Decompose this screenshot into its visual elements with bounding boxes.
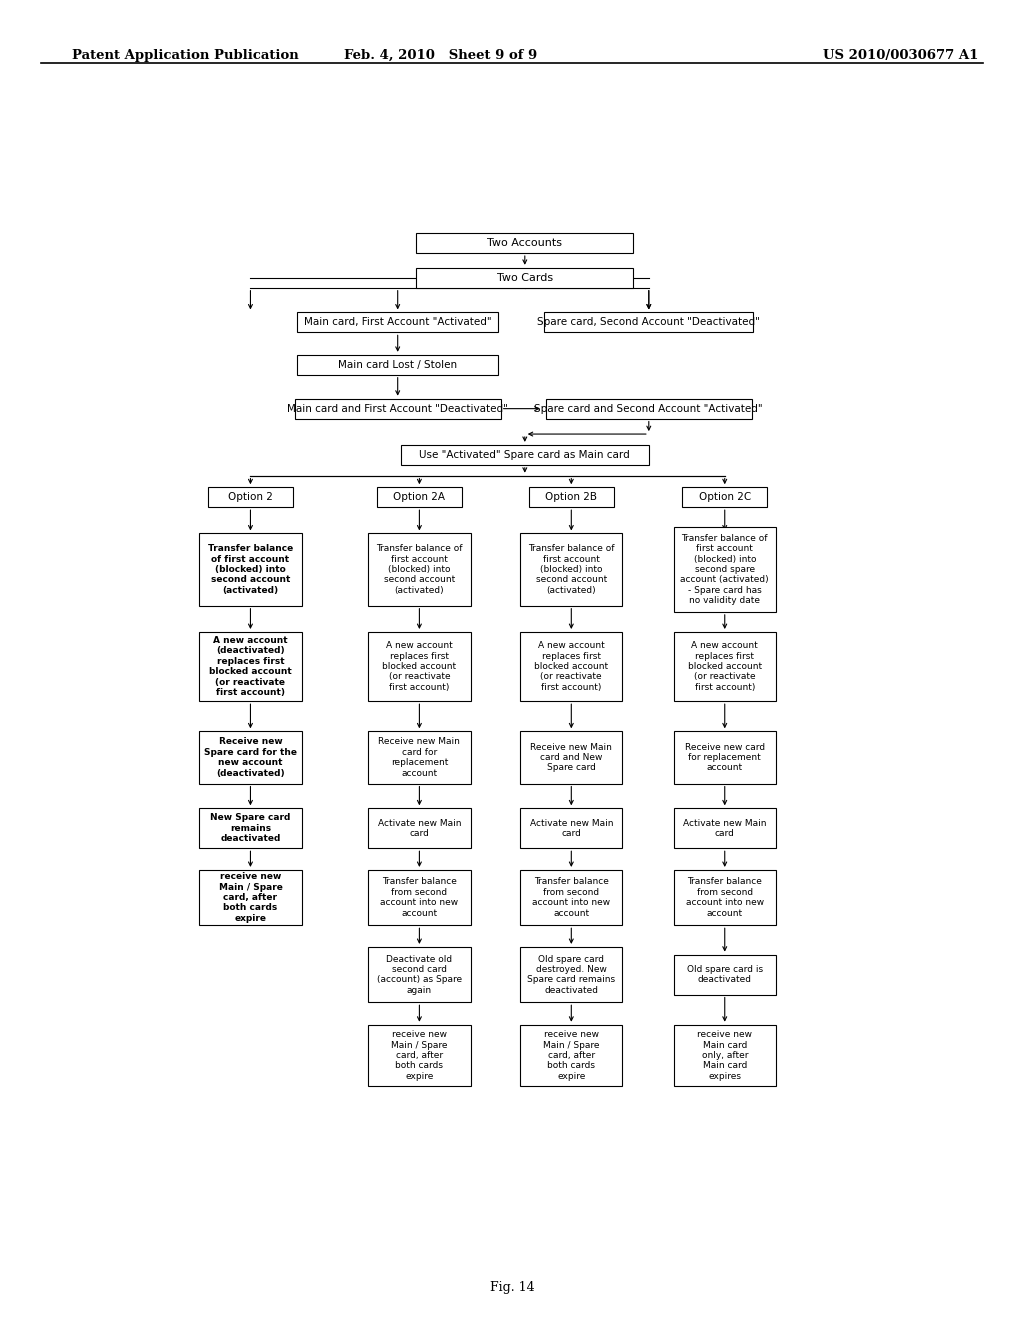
FancyBboxPatch shape bbox=[200, 533, 302, 606]
Text: receive new
Main / Spare
card, after
both cards
expire: receive new Main / Spare card, after bot… bbox=[218, 873, 283, 923]
FancyBboxPatch shape bbox=[369, 632, 471, 701]
FancyBboxPatch shape bbox=[674, 808, 776, 849]
FancyBboxPatch shape bbox=[674, 632, 776, 701]
FancyBboxPatch shape bbox=[520, 731, 623, 784]
Text: Activate new Main
card: Activate new Main card bbox=[378, 818, 461, 838]
FancyBboxPatch shape bbox=[520, 533, 623, 606]
Text: Receive new
Spare card for the
new account
(deactivated): Receive new Spare card for the new accou… bbox=[204, 738, 297, 777]
FancyBboxPatch shape bbox=[520, 808, 623, 849]
FancyBboxPatch shape bbox=[200, 870, 302, 925]
Text: A new account
(deactivated)
replaces first
blocked account
(or reactivate
first : A new account (deactivated) replaces fir… bbox=[209, 636, 292, 697]
Text: A new account
replaces first
blocked account
(or reactivate
first account): A new account replaces first blocked acc… bbox=[688, 642, 762, 692]
FancyBboxPatch shape bbox=[674, 731, 776, 784]
FancyBboxPatch shape bbox=[369, 946, 471, 1002]
Text: Transfer balance of
first account
(blocked) into
second spare
account (activated: Transfer balance of first account (block… bbox=[680, 533, 769, 606]
FancyBboxPatch shape bbox=[520, 632, 623, 701]
Text: US 2010/0030677 A1: US 2010/0030677 A1 bbox=[823, 49, 979, 62]
FancyBboxPatch shape bbox=[200, 731, 302, 784]
Text: Activate new Main
card: Activate new Main card bbox=[683, 818, 767, 838]
Text: Transfer balance of
first account
(blocked) into
second account
(activated): Transfer balance of first account (block… bbox=[376, 544, 463, 595]
FancyBboxPatch shape bbox=[674, 954, 776, 995]
Text: Receive new card
for replacement
account: Receive new card for replacement account bbox=[685, 743, 765, 772]
Text: receive new
Main / Spare
card, after
both cards
expire: receive new Main / Spare card, after bot… bbox=[543, 1030, 599, 1081]
FancyBboxPatch shape bbox=[674, 1024, 776, 1086]
Text: receive new
Main / Spare
card, after
both cards
expire: receive new Main / Spare card, after bot… bbox=[391, 1030, 447, 1081]
FancyBboxPatch shape bbox=[400, 445, 649, 465]
FancyBboxPatch shape bbox=[297, 313, 499, 333]
Text: Fig. 14: Fig. 14 bbox=[489, 1280, 535, 1294]
FancyBboxPatch shape bbox=[369, 731, 471, 784]
Text: Option 2C: Option 2C bbox=[698, 492, 751, 502]
Text: Transfer balance
from second
account into new
account: Transfer balance from second account int… bbox=[686, 878, 764, 917]
Text: Main card and First Account "Deactivated": Main card and First Account "Deactivated… bbox=[288, 404, 508, 413]
FancyBboxPatch shape bbox=[369, 808, 471, 849]
Text: New Spare card
remains
deactivated: New Spare card remains deactivated bbox=[210, 813, 291, 843]
Text: Old spare card is
deactivated: Old spare card is deactivated bbox=[687, 965, 763, 985]
Text: Use "Activated" Spare card as Main card: Use "Activated" Spare card as Main card bbox=[420, 450, 630, 459]
FancyBboxPatch shape bbox=[520, 870, 623, 925]
Text: receive new
Main card
only, after
Main card
expires: receive new Main card only, after Main c… bbox=[697, 1030, 753, 1081]
FancyBboxPatch shape bbox=[417, 268, 633, 288]
Text: Two Cards: Two Cards bbox=[497, 273, 553, 282]
Text: Patent Application Publication: Patent Application Publication bbox=[72, 49, 298, 62]
FancyBboxPatch shape bbox=[674, 870, 776, 925]
Text: Deactivate old
second card
(account) as Spare
again: Deactivate old second card (account) as … bbox=[377, 954, 462, 995]
Text: Spare card and Second Account "Activated": Spare card and Second Account "Activated… bbox=[535, 404, 763, 413]
Text: Transfer balance of
first account
(blocked) into
second account
(activated): Transfer balance of first account (block… bbox=[528, 544, 614, 595]
Text: Main card, First Account "Activated": Main card, First Account "Activated" bbox=[304, 317, 492, 327]
FancyBboxPatch shape bbox=[369, 533, 471, 606]
FancyBboxPatch shape bbox=[369, 1024, 471, 1086]
FancyBboxPatch shape bbox=[520, 946, 623, 1002]
Text: Feb. 4, 2010   Sheet 9 of 9: Feb. 4, 2010 Sheet 9 of 9 bbox=[344, 49, 537, 62]
Text: Transfer balance
from second
account into new
account: Transfer balance from second account int… bbox=[532, 878, 610, 917]
Text: Transfer balance
from second
account into new
account: Transfer balance from second account int… bbox=[380, 878, 459, 917]
FancyBboxPatch shape bbox=[544, 313, 754, 333]
FancyBboxPatch shape bbox=[417, 234, 633, 253]
FancyBboxPatch shape bbox=[520, 1024, 623, 1086]
Text: A new account
replaces first
blocked account
(or reactivate
first account): A new account replaces first blocked acc… bbox=[535, 642, 608, 692]
Text: Main card Lost / Stolen: Main card Lost / Stolen bbox=[338, 360, 458, 370]
Text: Old spare card
destroyed. New
Spare card remains
deactivated: Old spare card destroyed. New Spare card… bbox=[527, 954, 615, 995]
Text: Activate new Main
card: Activate new Main card bbox=[529, 818, 613, 838]
FancyBboxPatch shape bbox=[295, 399, 501, 418]
FancyBboxPatch shape bbox=[674, 527, 776, 612]
Text: Two Accounts: Two Accounts bbox=[487, 238, 562, 248]
Text: Option 2B: Option 2B bbox=[546, 492, 597, 502]
FancyBboxPatch shape bbox=[377, 487, 462, 507]
FancyBboxPatch shape bbox=[200, 808, 302, 849]
Text: Receive new Main
card and New
Spare card: Receive new Main card and New Spare card bbox=[530, 743, 612, 772]
FancyBboxPatch shape bbox=[528, 487, 614, 507]
FancyBboxPatch shape bbox=[208, 487, 293, 507]
FancyBboxPatch shape bbox=[682, 487, 767, 507]
FancyBboxPatch shape bbox=[546, 399, 752, 418]
Text: Transfer balance
of first account
(blocked) into
second account
(activated): Transfer balance of first account (block… bbox=[208, 544, 293, 595]
FancyBboxPatch shape bbox=[369, 870, 471, 925]
FancyBboxPatch shape bbox=[200, 632, 302, 701]
Text: Receive new Main
card for
replacement
account: Receive new Main card for replacement ac… bbox=[379, 738, 461, 777]
Text: A new account
replaces first
blocked account
(or reactivate
first account): A new account replaces first blocked acc… bbox=[382, 642, 457, 692]
FancyBboxPatch shape bbox=[297, 355, 499, 375]
Text: Spare card, Second Account "Deactivated": Spare card, Second Account "Deactivated" bbox=[538, 317, 760, 327]
Text: Option 2: Option 2 bbox=[228, 492, 272, 502]
Text: Option 2A: Option 2A bbox=[393, 492, 445, 502]
